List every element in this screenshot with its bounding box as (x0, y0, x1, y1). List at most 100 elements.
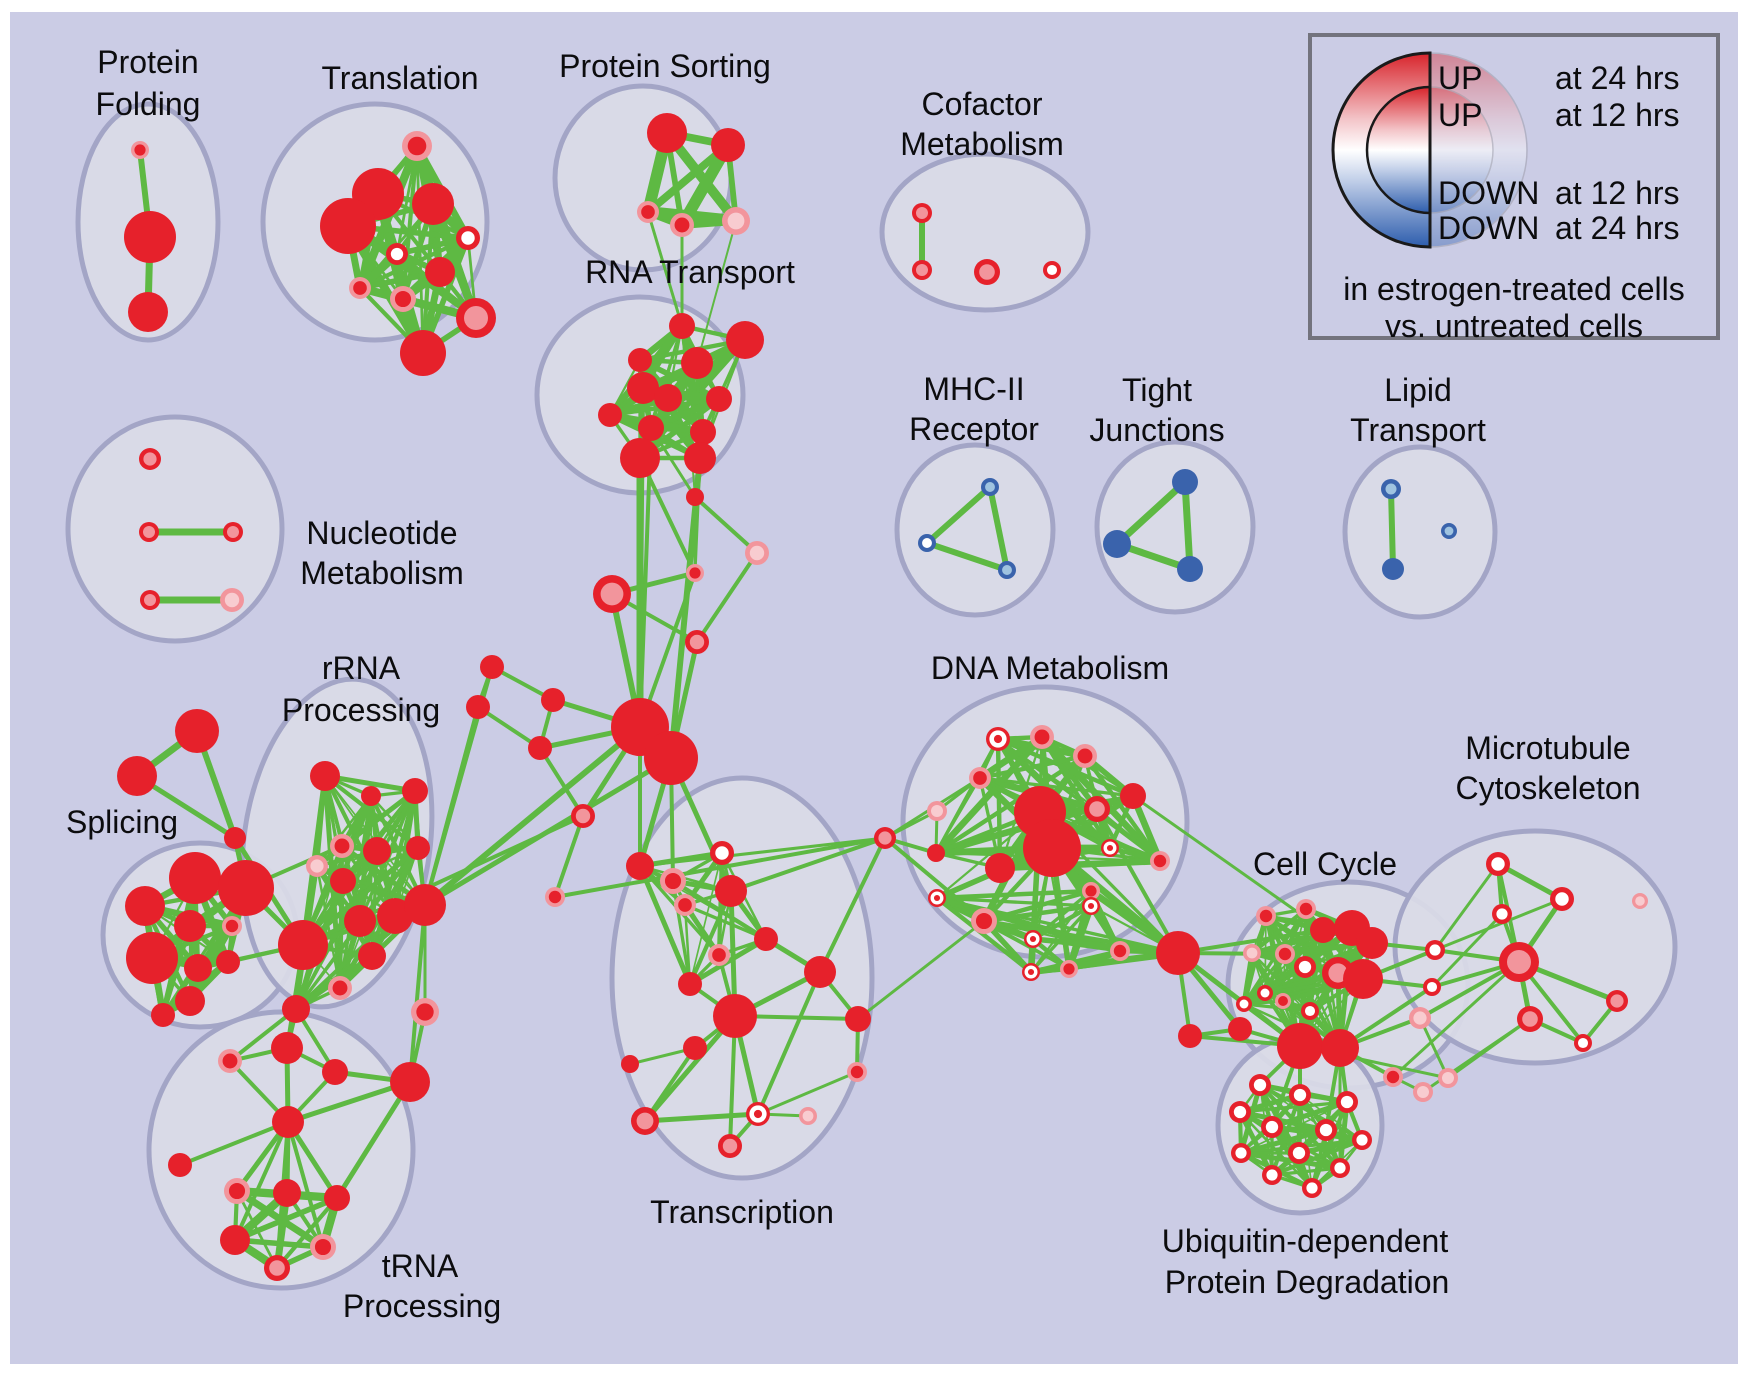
cluster-label-rrna-processing: rRNA (321, 650, 401, 686)
cluster-ellipse-cofactor-metabolism (879, 151, 1091, 313)
node (361, 786, 381, 806)
edge (1495, 861, 1565, 902)
edge (1242, 1002, 1312, 1013)
edge (1269, 1137, 1365, 1178)
cluster-label-ubiquitin-dependent-protein-degradation: Ubiquitin-dependent (1161, 1223, 1449, 1259)
node (644, 731, 698, 785)
node (224, 592, 240, 608)
legend-time-label: at 24 hrs (1555, 60, 1680, 96)
node (690, 419, 716, 445)
node (727, 212, 745, 230)
node (1496, 908, 1508, 920)
node (1555, 892, 1569, 906)
edge (934, 895, 1034, 975)
node (227, 526, 239, 538)
edge (476, 705, 542, 750)
edge (977, 753, 1088, 781)
node (626, 852, 654, 880)
legend-direction-label: DOWN (1438, 175, 1540, 211)
edge (1039, 734, 1113, 851)
node (184, 954, 212, 982)
node (754, 927, 778, 951)
edge (1418, 1016, 1450, 1080)
node (1304, 1005, 1316, 1017)
node (669, 313, 695, 339)
edge (334, 1079, 413, 1201)
edge (642, 1111, 761, 1124)
node (1253, 1078, 1267, 1092)
node (711, 128, 745, 162)
node (168, 1153, 192, 1177)
edge (232, 1195, 340, 1243)
node (973, 771, 987, 785)
edge (1181, 478, 1194, 573)
node (636, 1112, 654, 1130)
node (1385, 483, 1397, 495)
node (363, 837, 391, 865)
node (686, 488, 704, 506)
node (683, 1036, 707, 1060)
node (600, 582, 624, 606)
node (1328, 963, 1348, 983)
legend-circle (1331, 51, 1528, 249)
node (1577, 1037, 1589, 1049)
cluster-ellipse-lipid-transport (1342, 444, 1498, 620)
node (1413, 1011, 1427, 1025)
node (715, 846, 729, 860)
node (850, 1065, 864, 1079)
node (620, 438, 660, 478)
legend-footer-line: in estrogen-treated cells (1343, 271, 1685, 307)
edge (696, 220, 737, 364)
node (400, 330, 446, 376)
edge (1176, 928, 1325, 955)
node (1491, 857, 1505, 871)
cluster-label-trna-processing: tRNA (381, 1248, 459, 1284)
node (282, 995, 310, 1023)
node (628, 348, 652, 372)
node (804, 956, 836, 988)
node (1426, 981, 1438, 993)
node (1156, 931, 1200, 975)
cluster-label-mhc-ii-receptor: Receptor (909, 411, 1039, 447)
node (175, 986, 205, 1016)
node (1228, 1017, 1252, 1041)
cluster-label-cofactor-metabolism: Metabolism (900, 126, 1064, 162)
node (722, 1138, 738, 1154)
edge (285, 1079, 413, 1125)
edge (400, 143, 420, 302)
node (1235, 1147, 1247, 1159)
node (802, 1110, 814, 1122)
edge (695, 551, 759, 644)
node (528, 736, 552, 760)
node (1321, 1029, 1359, 1067)
edge (293, 913, 398, 1012)
edge (274, 1195, 340, 1271)
node (218, 860, 274, 916)
node (1085, 885, 1097, 897)
node (272, 1106, 304, 1138)
node (985, 853, 1015, 883)
edge (642, 1013, 738, 1124)
node (322, 1059, 348, 1085)
node (1444, 526, 1454, 536)
node (1034, 729, 1050, 745)
edge (394, 235, 471, 257)
edge (1131, 794, 1325, 932)
edge (818, 836, 887, 974)
cluster-label-lipid-transport: Transport (1350, 412, 1486, 448)
edge (300, 845, 421, 948)
edge (233, 1120, 290, 1242)
node (1319, 1123, 1333, 1137)
edge (987, 484, 1010, 573)
node (713, 994, 757, 1038)
edge (924, 540, 1010, 573)
node (1610, 994, 1624, 1008)
node (678, 898, 692, 912)
edge (981, 888, 1094, 924)
node (931, 805, 943, 817)
cluster-label-nucleotide-metabolism: Nucleotide (306, 515, 458, 551)
legend-time-label: at 12 hrs (1555, 97, 1680, 133)
cluster-label-ubiquitin-dependent-protein-degradation: Protein Degradation (1164, 1264, 1450, 1300)
node (1343, 959, 1383, 999)
